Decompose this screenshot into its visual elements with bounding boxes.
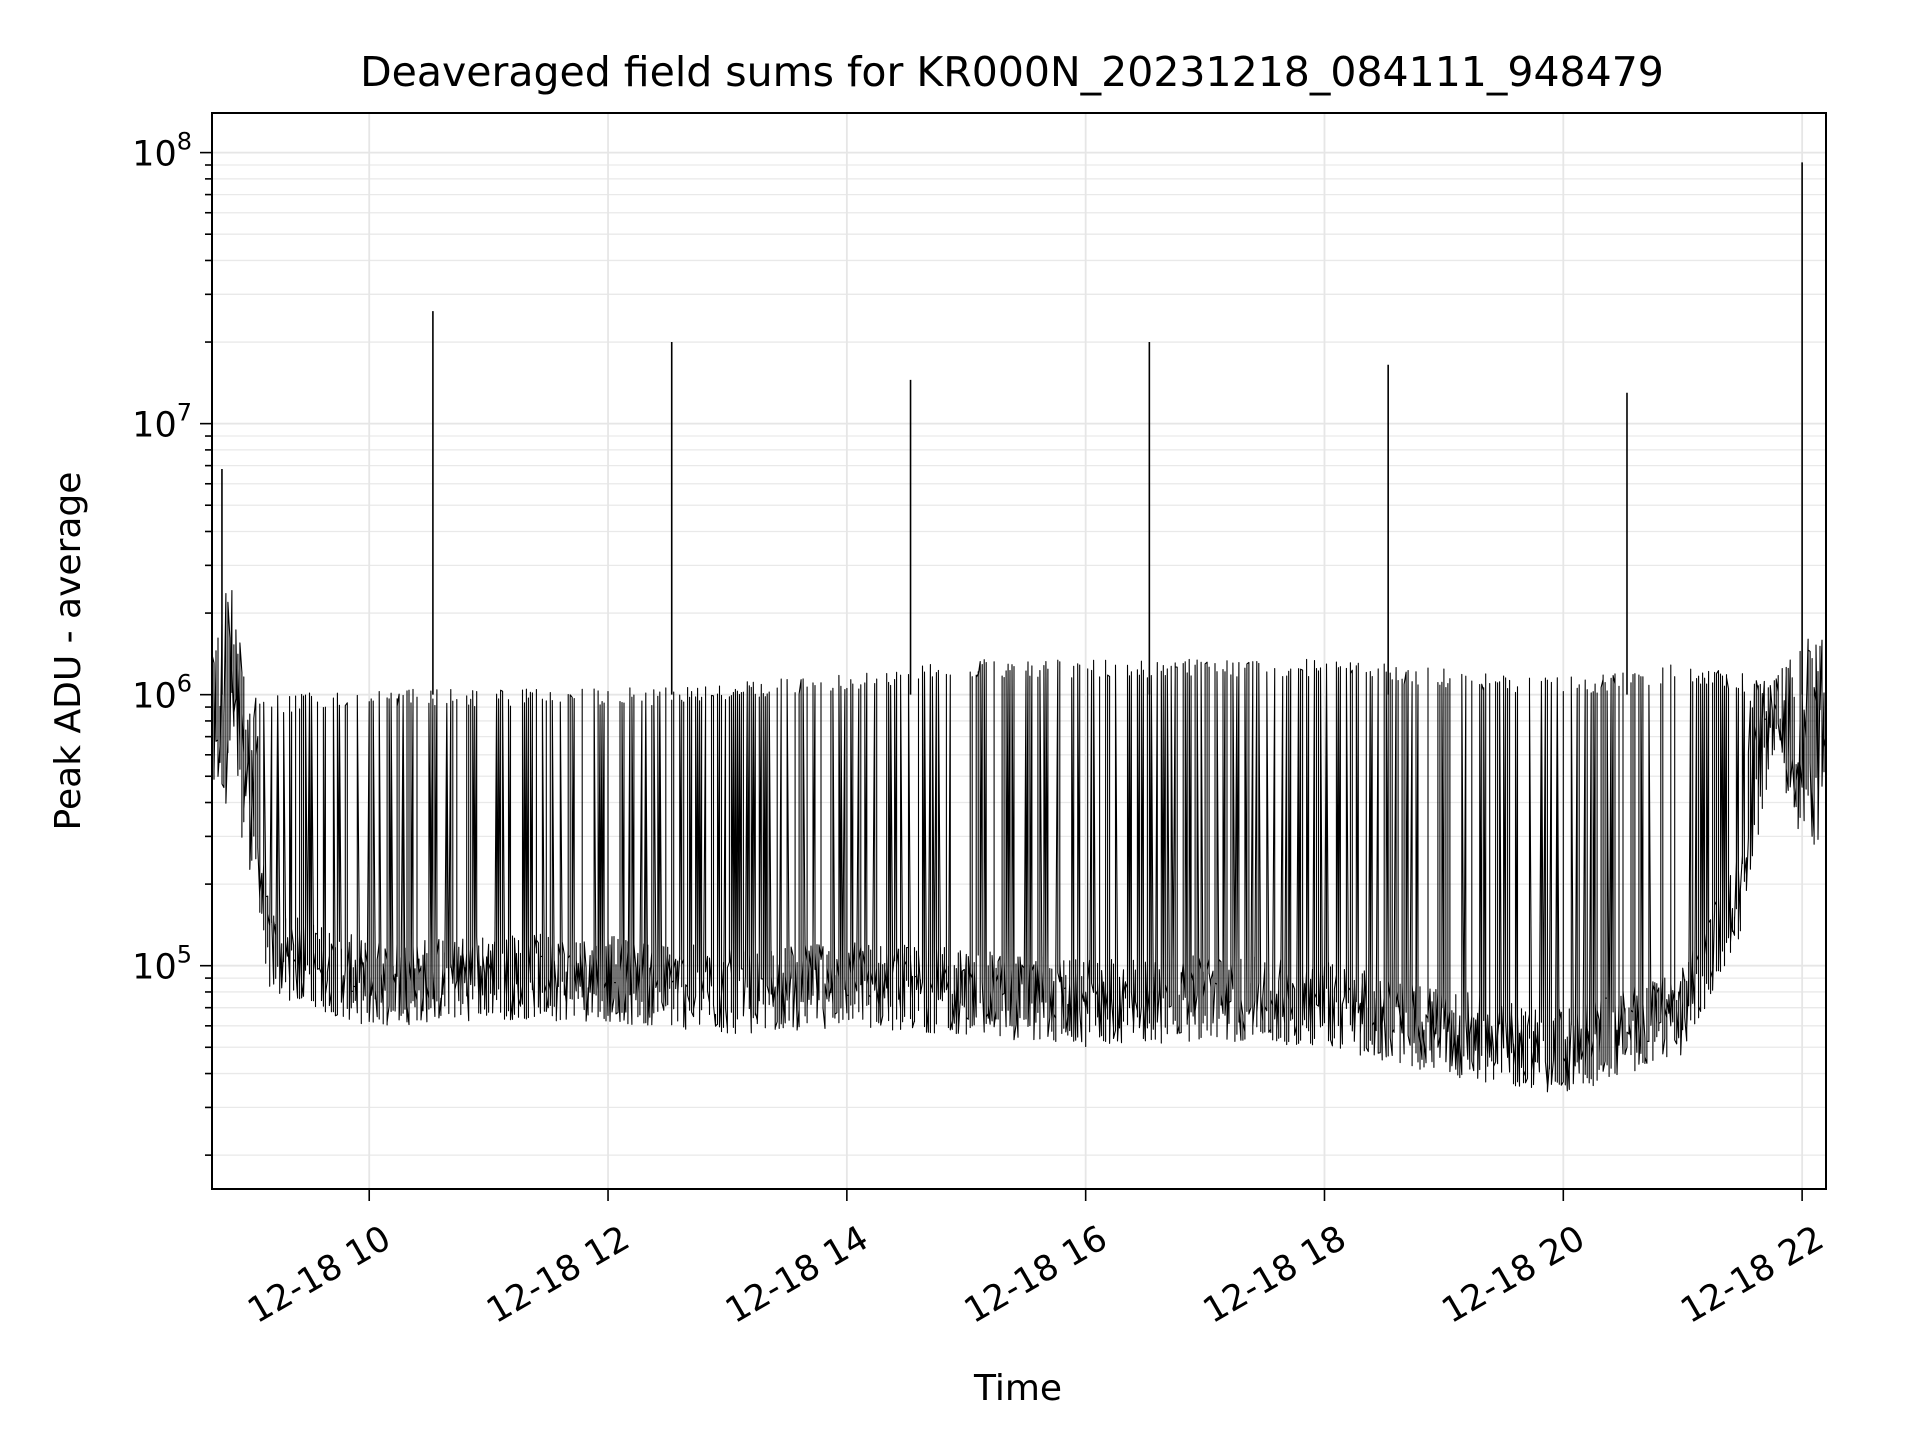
series-line: [211, 590, 1827, 1093]
spike-layer: [221, 162, 1803, 695]
plot-frame: [211, 112, 1827, 1190]
y-tick-label: 108: [132, 128, 192, 175]
series-layer: [211, 590, 1827, 1093]
y-tick-label: 106: [132, 670, 192, 717]
chart-title: Deaveraged field sums for KR000N_2023121…: [360, 48, 1664, 96]
y-axis-label: Peak ADU - average: [48, 472, 89, 831]
y-axis: 105 106 107 108: [132, 128, 212, 1156]
y-tick-label: 107: [132, 399, 192, 446]
y-tick-label: 105: [132, 941, 192, 988]
x-axis-label: Time: [973, 1368, 1062, 1409]
